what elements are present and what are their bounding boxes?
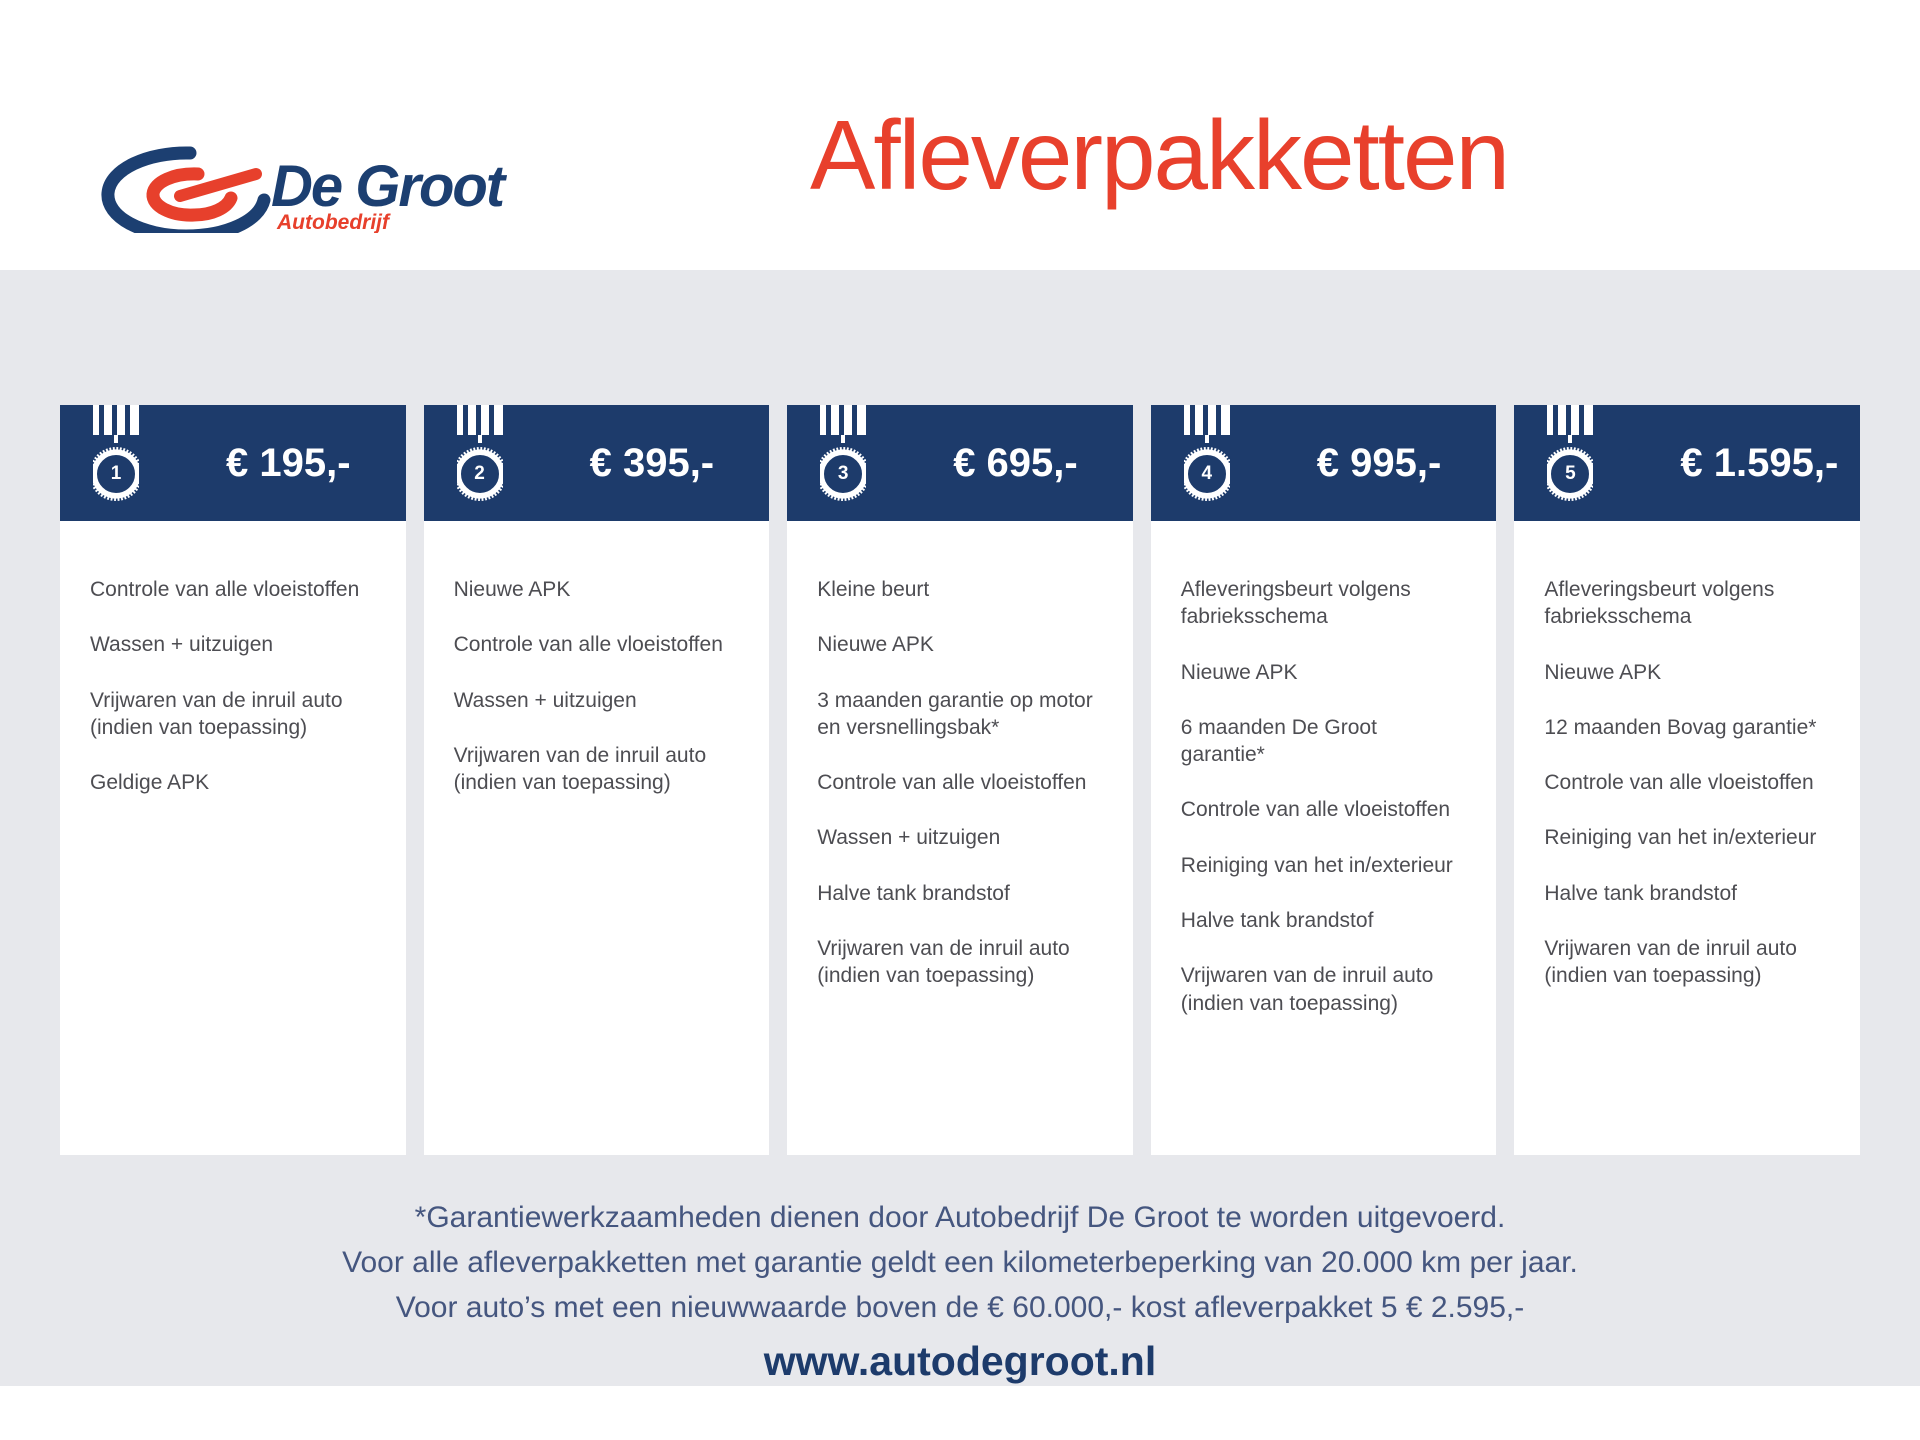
svg-text:Autobedrijf: Autobedrijf: [276, 211, 391, 233]
svg-text:De Groot: De Groot: [271, 154, 508, 219]
